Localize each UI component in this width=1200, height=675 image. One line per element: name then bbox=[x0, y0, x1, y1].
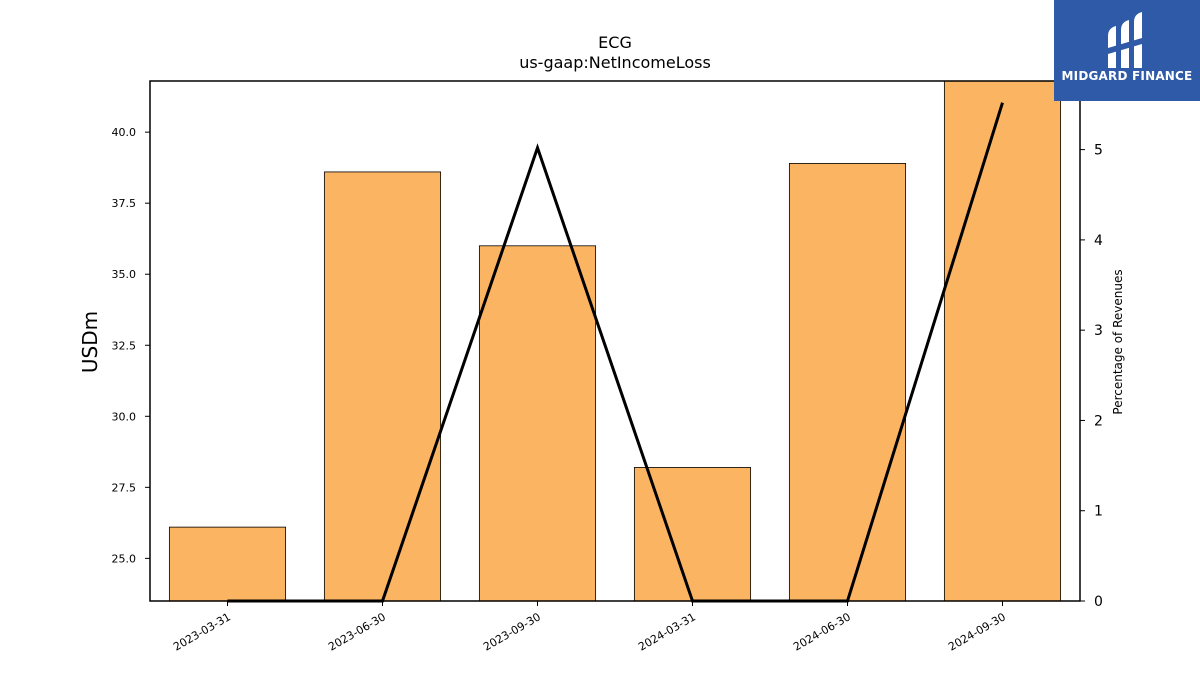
y2-tick-label: 5 bbox=[1094, 143, 1103, 159]
y-tick-label: 35.0 bbox=[112, 268, 137, 281]
y-tick-label: 30.0 bbox=[112, 410, 137, 423]
x-tick-label: 2023-03-31 bbox=[171, 610, 233, 653]
y-tick-label: 37.5 bbox=[112, 197, 137, 210]
y2-tick-label: 2 bbox=[1094, 413, 1103, 429]
x-tick-label: 2024-06-30 bbox=[791, 610, 853, 653]
chart-title: ECG bbox=[598, 33, 632, 52]
y-tick-label: 40.0 bbox=[112, 126, 137, 139]
y-axis-label: USDm bbox=[78, 311, 102, 373]
y2-tick-label: 3 bbox=[1094, 323, 1103, 339]
bar-2023-06-30 bbox=[323, 171, 442, 602]
y-tick-label: 25.0 bbox=[112, 552, 137, 565]
y-tick-label: 27.5 bbox=[112, 481, 137, 494]
y2-tick-label: 1 bbox=[1094, 504, 1103, 520]
midgard-finance-logo: MIDGARD FINANCE bbox=[1054, 0, 1200, 101]
x-tick-label: 2024-03-31 bbox=[636, 610, 698, 653]
y-tick-label: 32.5 bbox=[112, 339, 137, 352]
bar-2024-09-30 bbox=[943, 80, 1062, 602]
x-tick-label: 2023-09-30 bbox=[481, 610, 543, 653]
bar-2024-03-31 bbox=[633, 467, 752, 602]
y2-axis-label: Percentage of Revenues bbox=[1111, 269, 1125, 414]
plot-frame bbox=[149, 80, 1081, 602]
bar-2024-06-30 bbox=[788, 163, 907, 602]
x-tick-label: 2024-09-30 bbox=[946, 610, 1008, 653]
chart-subtitle: us-gaap:NetIncomeLoss bbox=[519, 53, 711, 72]
logo-text: MIDGARD FINANCE bbox=[1061, 69, 1193, 83]
x-tick-label: 2023-06-30 bbox=[326, 610, 388, 653]
bars-layer bbox=[168, 80, 1062, 602]
y2-tick-label: 0 bbox=[1094, 594, 1103, 610]
midgard-logo-icon bbox=[1108, 12, 1142, 68]
bar-2023-09-30 bbox=[478, 245, 597, 602]
y2-tick-label: 4 bbox=[1094, 233, 1103, 249]
bar-2023-03-31 bbox=[168, 526, 287, 602]
